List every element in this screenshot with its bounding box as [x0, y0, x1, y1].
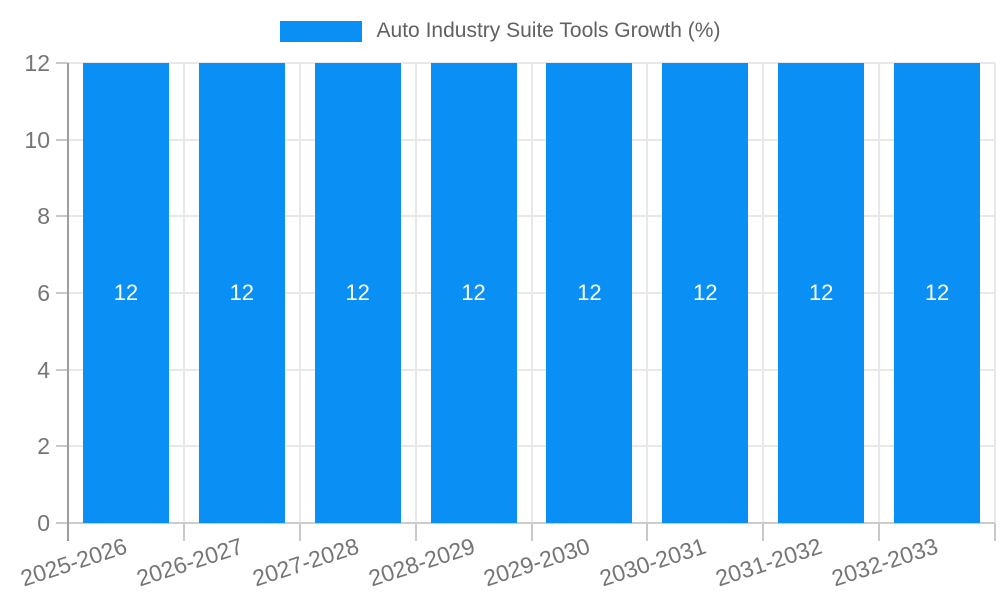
chart-legend[interactable]: Auto Industry Suite Tools Growth (%)	[0, 19, 1000, 43]
bar-2025-2026[interactable]	[82, 63, 169, 523]
x-tick-mark	[530, 523, 533, 541]
y-tick-mark	[56, 215, 68, 218]
bar-value-label: 12	[345, 280, 370, 305]
bar-2028-2029[interactable]	[430, 63, 517, 523]
gridline-vertical	[414, 63, 417, 523]
gridline-vertical	[298, 63, 301, 523]
bar-2031-2032[interactable]	[778, 63, 865, 523]
x-tick-mark	[994, 523, 996, 541]
y-tick-mark	[56, 62, 68, 64]
y-axis-label: 0	[37, 510, 50, 536]
x-tick-mark	[414, 523, 417, 541]
y-axis-label: 6	[37, 280, 50, 306]
bar-value-label: 12	[577, 280, 602, 305]
gridline-vertical	[762, 63, 765, 523]
y-axis-label: 4	[37, 356, 50, 383]
bar-value-label: 12	[229, 280, 255, 305]
gridline-vertical	[182, 63, 185, 523]
x-tick-mark	[298, 523, 301, 541]
x-axis-label: 2030-2031	[596, 532, 710, 592]
gridline-vertical	[878, 63, 881, 523]
bar-2032-2033[interactable]	[894, 63, 981, 523]
y-tick-mark	[56, 368, 68, 371]
gridline-vertical	[646, 63, 649, 523]
gridline-vertical	[994, 63, 996, 523]
y-axis-line	[67, 63, 69, 541]
x-axis-label: 2032-2033	[828, 532, 942, 592]
gridline-vertical	[530, 63, 533, 523]
y-tick-mark	[56, 445, 68, 448]
y-axis-label: 2	[37, 433, 50, 460]
y-axis-label: 8	[37, 203, 50, 230]
x-axis-label: 2028-2029	[364, 532, 478, 592]
bar-2029-2030[interactable]	[546, 63, 633, 523]
y-tick-mark	[56, 522, 68, 524]
bar-2027-2028[interactable]	[314, 63, 401, 523]
x-tick-mark	[646, 523, 649, 541]
x-tick-mark	[182, 523, 185, 541]
x-tick-mark	[878, 523, 881, 541]
bar-value-label: 12	[808, 280, 834, 305]
y-axis-label: 10	[24, 126, 50, 153]
bar-value-label: 12	[693, 280, 718, 305]
x-axis-label: 2031-2032	[712, 532, 826, 592]
y-tick-mark	[56, 292, 68, 294]
y-axis-label: 12	[24, 50, 50, 76]
x-axis-label: 2025-2026	[17, 532, 130, 592]
x-axis-label: 2027-2028	[249, 532, 362, 592]
x-axis-label: 2026-2027	[133, 532, 246, 592]
bar-2026-2027[interactable]	[198, 63, 285, 523]
bar-2030-2031[interactable]	[662, 63, 749, 523]
x-axis-label: 2029-2030	[480, 532, 594, 592]
x-axis-line	[68, 522, 995, 524]
bar-value-label: 12	[461, 280, 486, 305]
x-tick-mark	[762, 523, 765, 541]
bar-value-label: 12	[924, 280, 950, 305]
y-tick-mark	[56, 138, 68, 141]
legend-label: Auto Industry Suite Tools Growth (%)	[376, 19, 721, 42]
bar-value-label: 12	[113, 280, 139, 305]
legend-swatch[interactable]	[279, 20, 362, 42]
